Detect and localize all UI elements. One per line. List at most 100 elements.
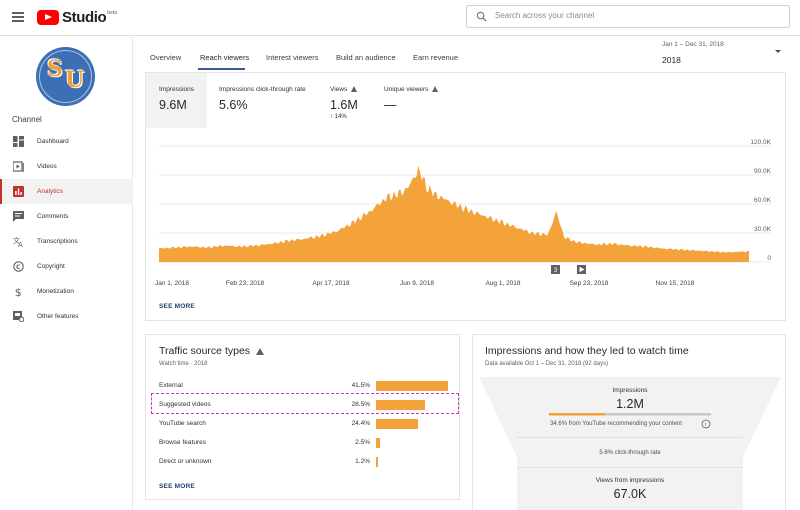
metric-unique-viewers[interactable]: Unique viewers — <box>374 73 454 128</box>
search-input[interactable]: Search across your channel <box>466 5 790 28</box>
svg-text:C: C <box>16 264 21 271</box>
copyright-icon: C <box>13 261 24 272</box>
traffic-source-name: Browse features <box>159 439 206 446</box>
tab-overview[interactable]: Overview <box>150 53 182 62</box>
sidebar-item-monetization[interactable]: $ Monetization <box>0 279 133 304</box>
card-subtitle: Watch time · 2018 <box>159 361 208 367</box>
sidebar-item-label: Comments <box>37 213 69 220</box>
metric-value: 9.6M <box>159 98 187 112</box>
traffic-row[interactable]: Direct or unknown 1.2% <box>158 453 453 472</box>
traffic-source-name: YouTube search <box>159 420 206 427</box>
traffic-bar <box>376 400 426 410</box>
traffic-row[interactable]: Browse features 2.5% <box>158 434 453 453</box>
sidebar-item-label: Copyright <box>37 263 65 270</box>
metric-impressions[interactable]: Impressions 9.6M <box>146 73 207 128</box>
studio-logo[interactable]: Studio beta <box>37 9 117 26</box>
reach-chart-card: Impressions 9.6M Impressions click-throu… <box>145 72 786 321</box>
traffic-source-pct: 28.5% <box>351 401 370 408</box>
funnel-graphic: i <box>479 377 781 510</box>
arrow-up-icon: ↑ <box>330 114 335 120</box>
youtube-logo-icon <box>37 9 59 25</box>
sidebar: S U Channel Dashboard Videos Analytics C… <box>0 37 133 510</box>
funnel-impressions-value: 1.2M <box>616 397 644 411</box>
warning-icon <box>256 348 265 355</box>
sidebar-item-label: Monetization <box>37 288 74 295</box>
avatar-letter: S <box>47 56 63 82</box>
traffic-bar <box>376 457 379 467</box>
sidebar-item-analytics[interactable]: Analytics <box>0 179 133 204</box>
metric-label: Views <box>330 86 348 93</box>
svg-text:$: $ <box>15 286 22 297</box>
x-tick-label: Jan 1, 2018 <box>155 280 189 287</box>
warning-icon <box>351 86 358 92</box>
videos-icon <box>13 161 24 172</box>
monetization-icon: $ <box>15 286 22 297</box>
tab-earn-revenue[interactable]: Earn revenue <box>413 53 459 62</box>
traffic-source-name: External <box>159 382 183 389</box>
funnel-divider <box>517 437 743 438</box>
funnel-progress-track <box>549 413 711 416</box>
y-tick-label: 90.0K <box>754 168 772 175</box>
tab-reach-viewers[interactable]: Reach viewers <box>200 53 250 62</box>
metric-change: 14% <box>334 114 347 120</box>
avatar-letter: U <box>65 67 85 93</box>
sidebar-item-other-features[interactable]: Other features <box>0 304 133 329</box>
traffic-source-pct: 24.4% <box>351 420 370 427</box>
y-tick-label: 30.0K <box>754 226 772 233</box>
other-features-icon <box>13 311 24 322</box>
svg-text:A: A <box>18 241 23 247</box>
metric-value: — <box>384 98 397 112</box>
metric-views[interactable]: Views 1.6M ↑ 14% <box>319 73 374 128</box>
active-tab-indicator <box>198 68 245 70</box>
metric-ctr[interactable]: Impressions click-through rate 5.6% <box>207 73 319 128</box>
comments-icon <box>13 211 24 222</box>
play-icon <box>579 266 585 273</box>
traffic-source-card: Traffic source types Watch time · 2018 E… <box>145 334 460 500</box>
tab-interest-viewers[interactable]: Interest viewers <box>266 53 319 62</box>
sidebar-item-label: Dashboard <box>37 138 69 145</box>
menu-icon[interactable] <box>12 12 24 22</box>
x-tick-label: Jun 9, 2018 <box>400 280 434 287</box>
metric-value: 1.6M <box>330 98 358 112</box>
info-icon <box>701 419 711 429</box>
impressions-area-series <box>159 165 749 262</box>
date-range-text: Jan 1 – Dec 31, 2018 <box>662 41 724 48</box>
funnel-views-value: 67.0K <box>613 487 647 501</box>
funnel-recommend-text: 34.6% from YouTube recommending your con… <box>550 421 682 427</box>
top-bar: Studio beta Search across your channel <box>0 0 800 36</box>
sidebar-item-label: Other features <box>37 313 79 320</box>
sidebar-item-label: Transcriptions <box>37 238 78 245</box>
x-tick-label: Sep 23, 2018 <box>570 280 609 287</box>
chart-marker-3 <box>551 265 560 274</box>
traffic-row[interactable]: YouTube search 24.4% <box>158 415 453 434</box>
tab-build-an-audience[interactable]: Build an audience <box>336 53 396 62</box>
metric-label: Unique viewers <box>384 86 429 93</box>
traffic-row[interactable]: External 41.5% <box>158 377 453 396</box>
traffic-source-pct: 1.2% <box>355 458 370 465</box>
avatar[interactable]: S U <box>36 47 95 106</box>
see-more-link[interactable]: SEE MORE <box>159 483 195 490</box>
traffic-bar <box>376 419 419 429</box>
beta-badge: beta <box>107 10 117 16</box>
card-title: Traffic source types <box>159 345 251 357</box>
dashboard-icon <box>13 136 24 147</box>
dropdown-arrow-icon[interactable] <box>775 50 781 53</box>
funnel-ctr-text: 5.6% click-through rate <box>599 450 661 456</box>
date-range-picker[interactable]: Jan 1 – Dec 31, 2018 2018 <box>662 41 724 65</box>
sidebar-item-dashboard[interactable]: Dashboard <box>0 129 133 154</box>
date-range-label: 2018 <box>662 55 681 65</box>
funnel-views-label: Views from impressions <box>595 477 665 484</box>
sidebar-item-comments[interactable]: Comments <box>0 204 133 229</box>
traffic-source-pct: 41.5% <box>351 382 370 389</box>
x-tick-label: Feb 23, 2018 <box>226 280 265 287</box>
sidebar-item-copyright[interactable]: C Copyright <box>0 254 133 279</box>
highlight-box <box>151 393 459 414</box>
sidebar-item-videos[interactable]: Videos <box>0 154 133 179</box>
see-more-link[interactable]: SEE MORE <box>159 303 195 310</box>
traffic-source-name: Direct or unknown <box>159 458 212 465</box>
x-tick-label: Apr 17, 2018 <box>312 280 350 287</box>
traffic-row[interactable]: Suggested videos 28.5% <box>158 396 453 415</box>
search-icon <box>476 11 487 22</box>
channel-label: Channel <box>12 115 42 124</box>
